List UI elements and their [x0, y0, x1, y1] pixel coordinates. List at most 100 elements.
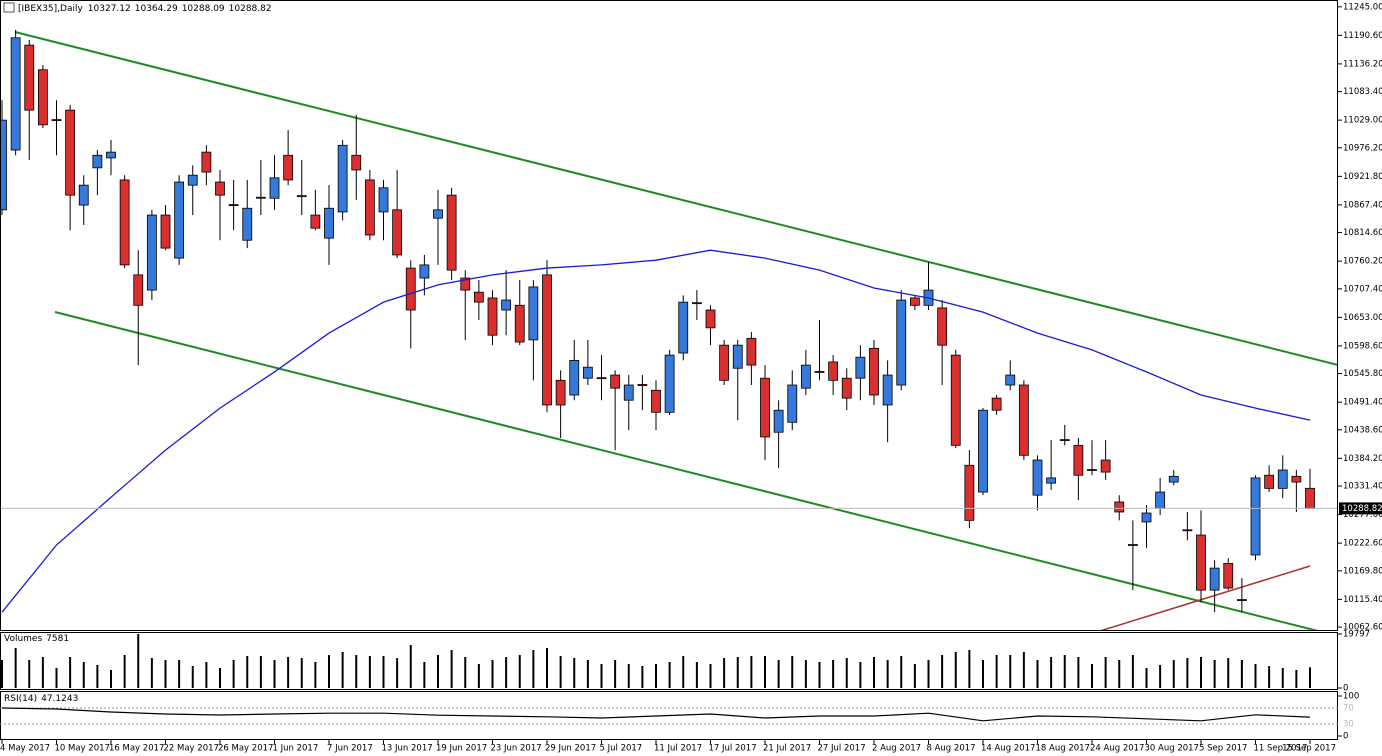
candle-body: [228, 204, 239, 206]
candle-body: [1100, 459, 1111, 473]
rsi-title: RSI(14): [4, 694, 37, 704]
x-tick-label: 13 Jun 2017: [382, 744, 433, 754]
chart-header: [IBEX35],Daily 10327.12 10364.29 10288.09 10…: [18, 4, 272, 14]
x-tick-label: 4 May 2017: [0, 744, 50, 754]
candle-body: [1114, 501, 1125, 513]
trend-line-upper: [14, 31, 1337, 366]
x-tick-label: 1 Jun 2017: [273, 744, 319, 754]
rsi-plot: [0, 707, 1338, 725]
candle-body: [746, 337, 757, 366]
candle-body: [392, 209, 403, 256]
candle-body: [460, 277, 471, 291]
price-plot: [1, 29, 1337, 630]
candle-body: [978, 409, 988, 493]
candle-body: [882, 374, 893, 406]
y-tick-label: 10438.60: [1343, 425, 1382, 435]
candle-body: [1046, 477, 1057, 484]
candle-body: [473, 291, 484, 303]
candle-body: [119, 179, 130, 266]
candle-body: [1127, 544, 1138, 546]
candle-body: [446, 194, 457, 271]
candle-body: [10, 37, 21, 151]
candle-body: [65, 109, 76, 196]
candle-body: [433, 209, 443, 219]
candle-body: [773, 409, 784, 433]
candle-body: [610, 374, 621, 389]
y-tick-label: 10115.40: [1343, 595, 1382, 605]
candle-body: [242, 207, 253, 241]
volume-tick-label: 19797: [1343, 630, 1370, 640]
y-tick-label: 10491.40: [1343, 398, 1382, 408]
candle-body: [569, 359, 580, 396]
x-tick-label: 23 Jun 2017: [491, 744, 542, 754]
rsi-tick-label: 100: [1343, 692, 1359, 702]
x-tick-label: 14 Aug 2017: [981, 744, 1035, 754]
y-tick-label: 10169.80: [1343, 566, 1382, 576]
y-tick-label: 10598.60: [1343, 341, 1382, 351]
candle-body: [1182, 529, 1193, 532]
volume-header: Volumes 7581: [4, 634, 69, 644]
volume-tick-label: 0: [1343, 684, 1348, 694]
candle-body: [528, 286, 539, 341]
price-panel: [0, 0, 1338, 631]
rsi-header: RSI(14) 47.1243: [4, 694, 78, 704]
candle-body: [1305, 487, 1315, 509]
y-tick-label: 11245.00: [1343, 2, 1382, 12]
header-high: 10364.29: [135, 4, 178, 14]
candle-body: [378, 187, 389, 213]
candle-body: [92, 154, 103, 169]
candle-body: [787, 384, 798, 423]
x-tick-label: 5 Sep 2017: [1199, 744, 1247, 754]
candle-body: [1196, 534, 1206, 591]
candle-body: [1087, 469, 1097, 471]
candle-body: [800, 364, 811, 389]
x-tick-label: 8 Aug 2017: [927, 744, 976, 754]
y-tick-label: 10384.20: [1343, 454, 1382, 464]
candle-body: [1155, 491, 1166, 509]
x-tick-label: 30 Aug 2017: [1145, 744, 1199, 754]
candle-body: [405, 267, 416, 311]
y-tick-label: 11029.00: [1343, 116, 1382, 126]
candle-body: [582, 366, 593, 379]
x-tick-label: 27 Jul 2017: [818, 744, 866, 754]
y-tick-label: 10277.00: [1343, 510, 1382, 520]
candle-body: [950, 354, 961, 446]
candle-body: [1141, 512, 1152, 523]
candle-body: [664, 354, 675, 413]
candle-body: [24, 44, 35, 111]
candle-body: [296, 195, 307, 198]
candle-body: [1, 119, 7, 211]
candle-body: [1291, 475, 1302, 483]
y-tick-label: 10867.40: [1343, 200, 1382, 210]
candle-body: [896, 299, 907, 386]
candle-body: [814, 370, 825, 373]
candle-body: [351, 154, 362, 171]
header-open: 10327.12: [88, 4, 131, 14]
candle-body: [487, 297, 498, 336]
x-tick-label: 22 May 2017: [164, 744, 219, 754]
x-tick-label: 11 Sep 2017: [1254, 744, 1308, 754]
candle-body: [869, 347, 879, 396]
x-tick-label: 16 May 2017: [109, 744, 164, 754]
header-icon: [3, 2, 15, 13]
candle-body: [1032, 459, 1043, 496]
candle-body: [133, 274, 144, 306]
symbol-title: [IBEX35],Daily: [18, 4, 83, 14]
candle-body: [1250, 477, 1261, 556]
candle-body: [419, 264, 430, 279]
candle-body: [964, 464, 975, 521]
moving-average: [1, 249, 1311, 613]
candle-body: [596, 377, 607, 380]
candle-body: [174, 181, 185, 259]
candle-body: [201, 151, 212, 173]
candle-body: [364, 179, 375, 236]
candle-body: [78, 184, 89, 206]
y-tick-label: 10814.60: [1343, 228, 1382, 238]
x-tick-label: 29 Jun 2017: [545, 744, 596, 754]
rsi-line: [1, 707, 1311, 722]
y-tick-label: 10653.00: [1343, 313, 1382, 323]
rsi-tick-label: 70: [1343, 704, 1354, 714]
candle-body: [937, 307, 948, 346]
candle-body: [187, 174, 198, 186]
